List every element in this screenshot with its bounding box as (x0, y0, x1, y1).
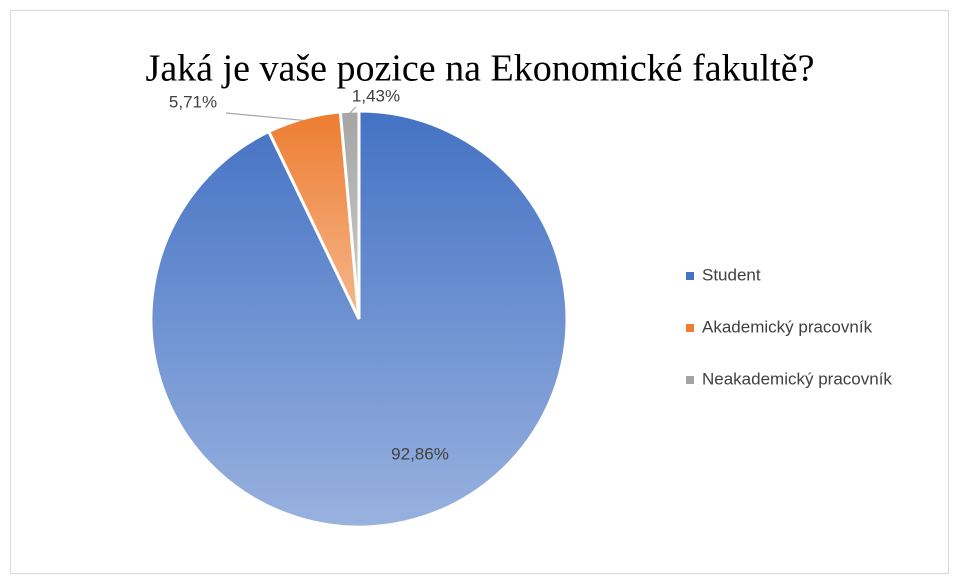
leader-line (225, 112, 305, 122)
legend-label: Neakademický pracovník (702, 369, 892, 388)
data-label: 1,43% (352, 86, 400, 105)
data-label: 92,86% (391, 444, 449, 463)
legend-label: Akademický pracovník (702, 317, 873, 336)
legend-swatch (686, 272, 694, 280)
leader-line (349, 106, 357, 114)
legend-label: Student (702, 265, 761, 284)
pie-slice (338, 109, 361, 320)
legend-swatch (686, 376, 694, 384)
legend-swatch (686, 324, 694, 332)
chart-title: Jaká je vaše pozice na Ekonomické fakult… (146, 48, 815, 90)
data-label: 5,71% (169, 92, 217, 111)
